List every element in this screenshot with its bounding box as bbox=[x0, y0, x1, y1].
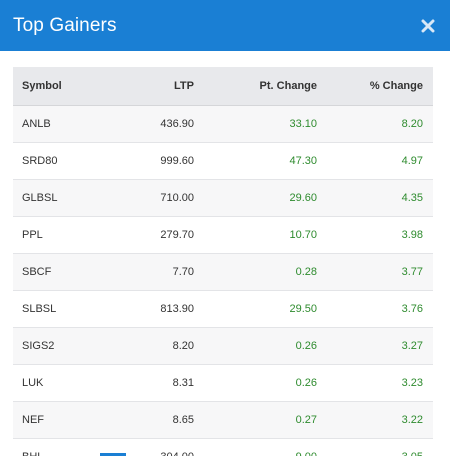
cell-pt-change: 29.50 bbox=[194, 290, 318, 328]
cell-symbol: LUK bbox=[13, 364, 118, 402]
cell-ltp: 8.65 bbox=[118, 401, 194, 439]
column-header-pt-change[interactable]: Pt. Change bbox=[194, 67, 318, 106]
cell-symbol: ANLB bbox=[13, 105, 118, 143]
cell-ltp: 8.31 bbox=[118, 364, 194, 402]
table-row[interactable]: SRD80 999.60 47.30 4.97 bbox=[13, 142, 433, 180]
cell-symbol: SLBSL bbox=[13, 290, 118, 328]
cell-pt-change: 0.28 bbox=[194, 253, 318, 291]
cell-pct-change: 4.97 bbox=[318, 142, 433, 180]
column-header-ltp[interactable]: LTP bbox=[118, 67, 194, 106]
cell-pct-change: 3.76 bbox=[318, 290, 433, 328]
table-row[interactable]: LUK 8.31 0.26 3.23 bbox=[13, 364, 433, 402]
cell-pt-change: 47.30 bbox=[194, 142, 318, 180]
cell-pct-change: 3.22 bbox=[318, 401, 433, 439]
table-row[interactable]: GLBSL 710.00 29.60 4.35 bbox=[13, 179, 433, 217]
cell-symbol: NEF bbox=[13, 401, 118, 439]
cell-symbol: SIGS2 bbox=[13, 327, 118, 365]
cell-pct-change: 4.35 bbox=[318, 179, 433, 217]
cell-pt-change: 9.00 bbox=[194, 438, 318, 456]
cell-pt-change: 0.27 bbox=[194, 401, 318, 439]
cell-pt-change: 10.70 bbox=[194, 216, 318, 254]
cell-pct-change: 3.27 bbox=[318, 327, 433, 365]
close-button[interactable] bbox=[417, 15, 439, 37]
cell-ltp: 813.90 bbox=[118, 290, 194, 328]
cell-pct-change: 3.98 bbox=[318, 216, 433, 254]
column-header-pct-change[interactable]: % Change bbox=[318, 67, 433, 106]
table-header: Symbol LTP Pt. Change % Change bbox=[13, 67, 433, 106]
column-header-symbol[interactable]: Symbol bbox=[13, 67, 118, 106]
cell-ltp: 7.70 bbox=[118, 253, 194, 291]
scroll-indicator[interactable] bbox=[100, 453, 126, 456]
table-row[interactable]: SIGS2 8.20 0.26 3.27 bbox=[13, 327, 433, 365]
cell-ltp: 436.90 bbox=[118, 105, 194, 143]
table-row[interactable]: SBCF 7.70 0.28 3.77 bbox=[13, 253, 433, 291]
table-header-row: Symbol LTP Pt. Change % Change bbox=[13, 67, 433, 106]
cell-ltp: 304.00 bbox=[118, 438, 194, 456]
cell-pt-change: 0.26 bbox=[194, 364, 318, 402]
cell-pt-change: 0.26 bbox=[194, 327, 318, 365]
modal-body: Symbol LTP Pt. Change % Change ANLB 436.9… bbox=[0, 51, 450, 456]
table-row[interactable]: BHL304.009.003.05 bbox=[13, 438, 433, 456]
cell-ltp: 710.00 bbox=[118, 179, 194, 217]
table-row[interactable]: NEF 8.65 0.27 3.22 bbox=[13, 401, 433, 439]
modal-header: Top Gainers bbox=[0, 0, 450, 51]
close-icon bbox=[421, 19, 435, 32]
cell-symbol: SBCF bbox=[13, 253, 118, 291]
cell-symbol: GLBSL bbox=[13, 179, 118, 217]
table-row[interactable]: SLBSL 813.90 29.50 3.76 bbox=[13, 290, 433, 328]
modal-title: Top Gainers bbox=[13, 14, 117, 36]
cell-symbol: SRD80 bbox=[13, 142, 118, 180]
cell-pct-change: 8.20 bbox=[318, 105, 433, 143]
table-row[interactable]: ANLB 436.90 33.10 8.20 bbox=[13, 105, 433, 143]
cell-pct-change: 3.77 bbox=[318, 253, 433, 291]
cell-ltp: 279.70 bbox=[118, 216, 194, 254]
gainers-table: Symbol LTP Pt. Change % Change ANLB 436.9… bbox=[13, 67, 433, 456]
cell-symbol: PPL bbox=[13, 216, 118, 254]
cell-symbol: BHL bbox=[13, 438, 118, 456]
cell-ltp: 999.60 bbox=[118, 142, 194, 180]
cell-pt-change: 33.10 bbox=[194, 105, 318, 143]
cell-pct-change: 3.05 bbox=[318, 438, 433, 456]
table-body: ANLB 436.90 33.10 8.20 SRD80 999.60 47.30 4.97 G… bbox=[13, 105, 433, 456]
cell-pct-change: 3.23 bbox=[318, 364, 433, 402]
cell-pt-change: 29.60 bbox=[194, 179, 318, 217]
cell-ltp: 8.20 bbox=[118, 327, 194, 365]
table-row[interactable]: PPL 279.70 10.70 3.98 bbox=[13, 216, 433, 254]
